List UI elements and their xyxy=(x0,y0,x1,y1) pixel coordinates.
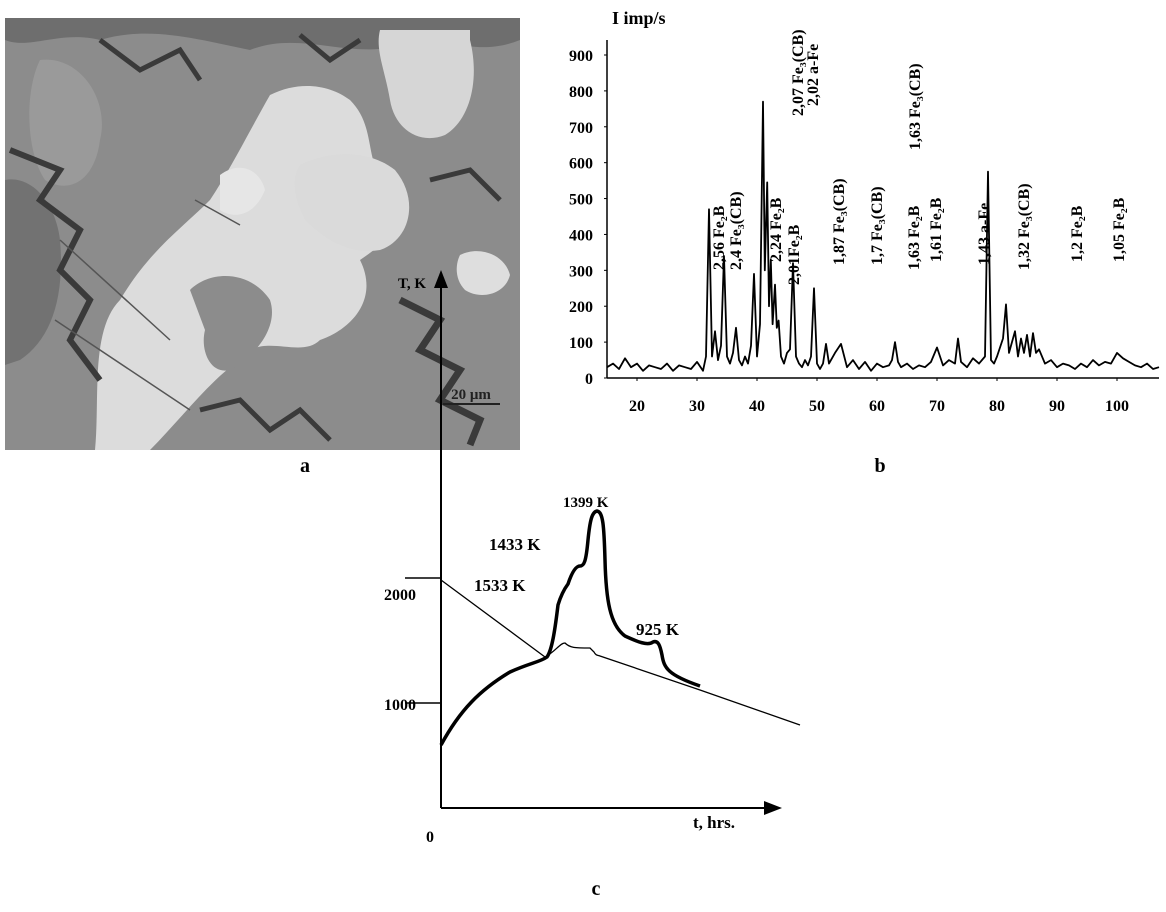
peak-annotation: 1,63 Fe₃(CB) xyxy=(907,63,924,150)
peak-annotation: 2,01Fe₂B xyxy=(786,224,803,285)
peak-annotation: 1,05 Fe₂B xyxy=(1111,197,1128,262)
y-axis-label: T, K xyxy=(398,276,426,292)
peak-annotation: 2,24 Fe₂B xyxy=(768,197,785,262)
panel-label: a xyxy=(300,455,310,477)
x-tick-label: 100 xyxy=(1105,398,1129,415)
annotation: 1399 K xyxy=(563,495,609,511)
y-tick-label: 400 xyxy=(569,227,593,244)
x-axis-label: t, hrs. xyxy=(693,813,735,832)
peak-annotation: 1,32 Fe₃(CB) xyxy=(1016,183,1033,270)
y-tick-label: 600 xyxy=(569,156,593,173)
y-tick-label: 0 xyxy=(585,371,593,388)
annotation: 1433 K xyxy=(489,535,541,554)
tick-label: 1000 xyxy=(384,697,416,714)
schematic: T, K 2000 1000 0 t, hrs. 1399 K 1433 K 1… xyxy=(384,270,801,846)
micrograph: 20 μm xyxy=(5,18,520,450)
peak-annotation: 1,61 Fe₂B xyxy=(928,197,945,262)
peak-annotation: 2,4 Fe₃(CB) xyxy=(728,191,745,270)
y-tick-label: 800 xyxy=(569,84,593,101)
xrd-chart: 0 100 200 300 400 500 600 700 800 900 20 30 40 50 60 70… xyxy=(569,29,1160,415)
x-tick-label: 90 xyxy=(1049,398,1065,415)
x-tick-label: 60 xyxy=(869,398,885,415)
annotation: 925 K xyxy=(636,620,680,639)
y-tick-label: 300 xyxy=(569,263,593,280)
peak-annotation: 1,7 Fe₃(CB) xyxy=(869,186,886,265)
peak-annotation: 1,63 Fe₂B xyxy=(906,205,923,270)
peak-annotation: 2,02 a-Fe xyxy=(805,44,822,106)
x-tick-label: 40 xyxy=(749,398,765,415)
x-tick-label: 50 xyxy=(809,398,825,415)
tick-label: 0 xyxy=(426,829,434,846)
peak-annotation: 2,07 Fe₃(CB) xyxy=(790,29,807,116)
x-tick-label: 20 xyxy=(629,398,645,415)
peak-annotation: 1,43 a-Fe xyxy=(976,203,993,265)
y-tick-label: 500 xyxy=(569,192,593,209)
peak-annotation: 2,56 Fe₂B xyxy=(711,205,728,270)
y-tick-label: 200 xyxy=(569,299,593,316)
line xyxy=(606,100,1160,372)
y-tick-label: 900 xyxy=(569,48,593,65)
panel-label: b xyxy=(874,455,885,477)
x-tick-label: 70 xyxy=(929,398,945,415)
x-tick-label: 80 xyxy=(989,398,1005,415)
annotation: 1533 K xyxy=(474,576,526,595)
y-tick-label: 700 xyxy=(569,120,593,137)
peak-annotation: 1,87 Fe₃(CB) xyxy=(831,178,848,265)
tick-label: 2000 xyxy=(384,587,416,604)
scale-bar-label: 20 μm xyxy=(451,387,491,403)
x-tick-label: 30 xyxy=(689,398,705,415)
y-axis-label: I imp/s xyxy=(612,8,666,28)
peak-annotation: 1,2 Fe₂B xyxy=(1069,205,1086,262)
panel-label: c xyxy=(592,878,601,900)
y-tick-label: 100 xyxy=(569,335,593,352)
